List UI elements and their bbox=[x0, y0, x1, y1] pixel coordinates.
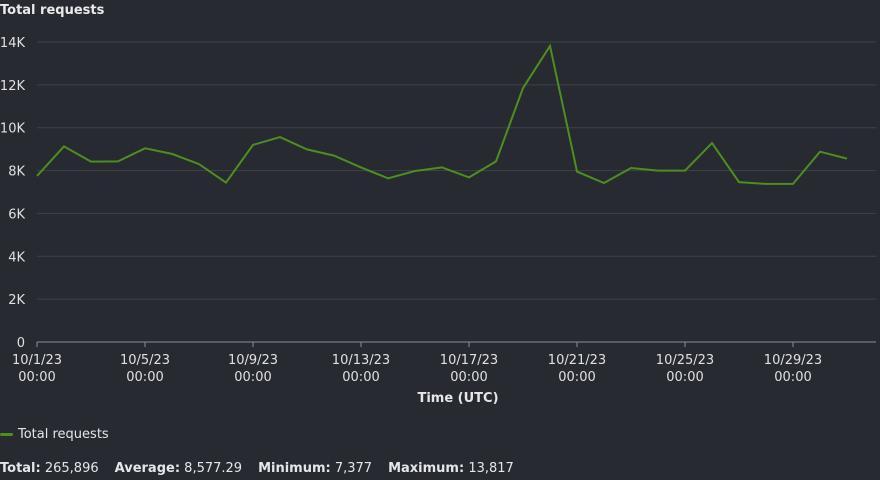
stat-minimum-label: Minimum: bbox=[258, 461, 331, 476]
stat-total-label: Total: bbox=[0, 461, 41, 476]
y-tick-label: 10K bbox=[0, 122, 25, 137]
y-tick-label: 8K bbox=[8, 165, 25, 180]
x-tick-label-time: 00:00 bbox=[558, 370, 595, 385]
x-tick-label-time: 00:00 bbox=[666, 370, 703, 385]
x-tick-label-date: 10/13/23 bbox=[332, 353, 390, 368]
stat-average-label: Average: bbox=[114, 461, 181, 476]
stat-minimum-value: 7,377 bbox=[334, 461, 373, 476]
stat-average-value: 8,577.29 bbox=[184, 461, 243, 476]
x-tick-label-time: 00:00 bbox=[18, 370, 55, 385]
x-tick-label-date: 10/17/23 bbox=[440, 353, 498, 368]
stat-maximum: Maximum: 13,817 bbox=[388, 461, 514, 476]
stat-total-value: 265,896 bbox=[44, 461, 99, 476]
series-lines bbox=[36, 43, 848, 185]
stat-average: Average: 8,577.29 bbox=[115, 461, 242, 476]
y-tick-label: 14K bbox=[0, 36, 25, 51]
x-tick-label-time: 00:00 bbox=[774, 370, 811, 385]
x-tick-label-date: 10/29/23 bbox=[764, 353, 822, 368]
stat-maximum-value: 13,817 bbox=[468, 461, 514, 476]
stat-minimum: Minimum: 7,377 bbox=[258, 461, 372, 476]
legend-swatch bbox=[0, 433, 13, 436]
series-line-total-requests[interactable] bbox=[36, 43, 848, 185]
legend[interactable]: Total requests bbox=[0, 427, 109, 442]
y-tick-label: 4K bbox=[8, 250, 25, 265]
x-tick-label-date: 10/9/23 bbox=[228, 353, 278, 368]
x-tick-label-date: 10/21/23 bbox=[548, 353, 606, 368]
x-tick-label-date: 10/5/23 bbox=[120, 353, 170, 368]
x-axis-tick-labels: 10/1/23 00:00 10/5/23 00:00 10/9/23 00:00 10/1… bbox=[12, 353, 822, 385]
stat-maximum-label: Maximum: bbox=[388, 461, 465, 476]
x-tick-label-time: 00:00 bbox=[234, 370, 271, 385]
y-axis-tick-labels: 0 2K 4K 6K 8K 10K 12K 14K bbox=[0, 36, 25, 351]
legend-label: Total requests bbox=[18, 427, 109, 442]
x-tick-label-date: 10/1/23 bbox=[12, 353, 62, 368]
summary-stats: Total: 265,896 Average: 8,577.29 Minimum… bbox=[0, 461, 514, 476]
x-axis-title: Time (UTC) bbox=[417, 391, 498, 406]
x-tick-label-time: 00:00 bbox=[450, 370, 487, 385]
y-tick-label: 2K bbox=[8, 293, 25, 308]
x-tick-label-time: 00:00 bbox=[342, 370, 379, 385]
y-tick-label: 12K bbox=[0, 79, 25, 94]
stat-total: Total: 265,896 bbox=[0, 461, 99, 476]
line-chart: 0 2K 4K 6K 8K 10K 12K 14K 10/1/23 00:00 10/5/23 00… bbox=[0, 36, 876, 406]
panel-title: Total requests bbox=[0, 3, 105, 18]
x-tick-label-time: 00:00 bbox=[126, 370, 163, 385]
y-tick-label: 0 bbox=[17, 336, 25, 351]
grid-lines bbox=[37, 41, 876, 300]
x-tick-label-date: 10/25/23 bbox=[656, 353, 714, 368]
y-tick-label: 6K bbox=[8, 207, 25, 222]
x-axis bbox=[36, 341, 876, 347]
